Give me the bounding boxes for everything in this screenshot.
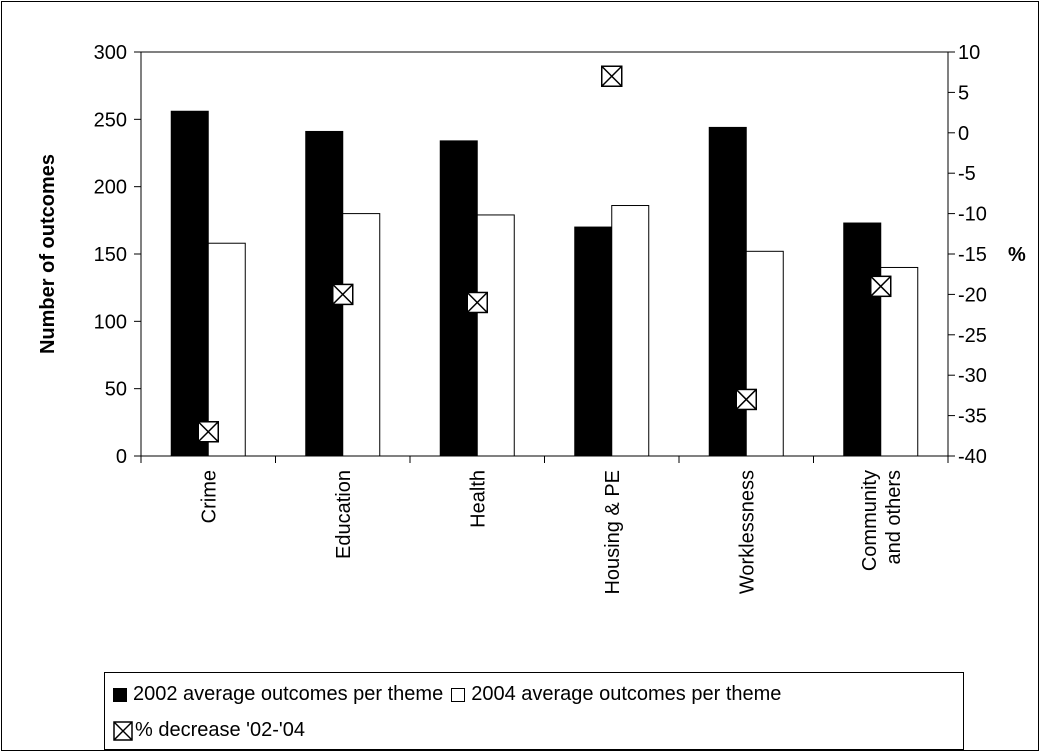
bar-2004 <box>207 242 246 457</box>
x-axis-category-label: Housing & PE <box>602 470 624 595</box>
y-axis-tick-label: 0 <box>116 446 127 468</box>
plot-area: 050100150200250300-40-35-30-25-20-15-10-… <box>37 42 1026 595</box>
x-axis-category-label: Crime <box>198 470 220 523</box>
y2-axis-tick-label: -30 <box>958 365 987 387</box>
x-axis-category-label: Community <box>859 470 881 571</box>
plot-border <box>140 51 949 457</box>
legend-label-decrease: % decrease '02-'04 <box>135 719 305 741</box>
legend-label-2004: 2004 average outcomes per theme <box>471 683 782 705</box>
y-axis-tick-label: 250 <box>94 109 127 131</box>
x-axis-category-label: Health <box>467 470 489 528</box>
decrease-marker <box>735 388 757 411</box>
y2-axis-tick-label: 5 <box>958 82 969 104</box>
bar-2004 <box>342 213 381 457</box>
decrease-marker <box>332 283 354 306</box>
y-axis-tick-label: 50 <box>105 379 127 401</box>
y-axis-title: Number of outcomes <box>37 154 59 354</box>
y-axis-tick-label: 100 <box>94 311 127 333</box>
decrease-marker <box>870 275 892 298</box>
x-axis-category-label: and others <box>883 470 905 565</box>
y2-axis-title: % <box>1008 244 1026 266</box>
bar-2004 <box>880 266 919 457</box>
bar-2004 <box>745 250 784 457</box>
bar-2002 <box>843 222 882 457</box>
legend-row-1: 2002 average outcomes per theme 2004 ave… <box>113 683 781 706</box>
legend-swatch-decrease <box>113 720 133 741</box>
y2-axis-tick-label: -25 <box>958 325 987 347</box>
decrease-marker <box>466 291 488 314</box>
y2-axis-tick-label: -5 <box>958 163 976 185</box>
bar-2004 <box>611 205 650 457</box>
y2-axis-tick-label: -10 <box>958 204 987 226</box>
legend-swatch-2002 <box>113 687 127 702</box>
x-axis-category-label: Worklessness <box>736 470 758 594</box>
y-axis-tick-label: 150 <box>94 244 127 266</box>
x-axis-category-label: Education <box>333 470 355 559</box>
y2-axis-tick-label: 0 <box>958 123 969 145</box>
y2-axis-tick-label: -35 <box>958 406 987 428</box>
bar-2004 <box>476 214 515 457</box>
legend-label-2002: 2002 average outcomes per theme <box>133 683 444 705</box>
y2-axis-tick-label: 10 <box>958 42 980 64</box>
bar-2002 <box>170 110 209 457</box>
y2-axis-tick-label: -40 <box>958 446 987 468</box>
decrease-marker <box>197 421 219 443</box>
y-axis-tick-label: 200 <box>94 177 127 199</box>
legend: 2002 average outcomes per theme 2004 ave… <box>104 672 964 750</box>
bar-2002 <box>574 226 613 457</box>
legend-row-2: % decrease '02-'04 <box>113 719 305 742</box>
decrease-marker <box>601 65 623 87</box>
y2-axis-tick-label: -20 <box>958 284 987 306</box>
y2-axis-tick-label: -15 <box>958 244 987 266</box>
y-axis-tick-label: 300 <box>94 42 127 64</box>
legend-swatch-2004 <box>451 687 466 702</box>
